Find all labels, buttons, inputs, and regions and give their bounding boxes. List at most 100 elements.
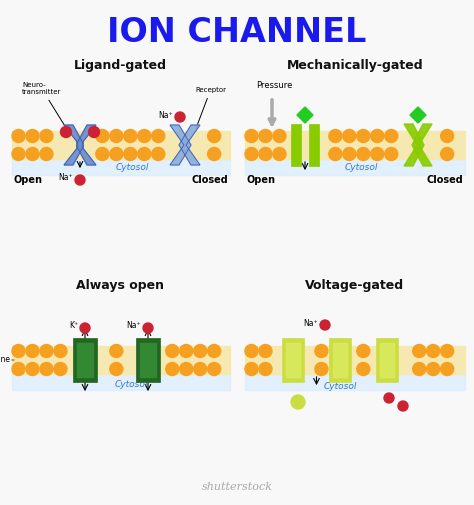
Circle shape — [357, 363, 370, 376]
Circle shape — [208, 344, 221, 358]
Circle shape — [166, 344, 179, 358]
Circle shape — [371, 147, 384, 161]
Circle shape — [273, 147, 286, 161]
Bar — [245, 131, 465, 159]
Circle shape — [54, 344, 67, 358]
Circle shape — [259, 129, 272, 142]
Circle shape — [245, 363, 258, 376]
Circle shape — [315, 363, 328, 376]
Polygon shape — [170, 125, 191, 165]
Circle shape — [180, 363, 193, 376]
Bar — [12, 131, 230, 159]
Circle shape — [441, 363, 454, 376]
Circle shape — [54, 363, 67, 376]
Text: Cytosol: Cytosol — [323, 382, 357, 391]
Circle shape — [208, 363, 221, 376]
Text: Cytosol: Cytosol — [345, 163, 378, 172]
Circle shape — [385, 129, 398, 142]
Text: shutterstock: shutterstock — [201, 482, 273, 492]
Circle shape — [371, 129, 384, 142]
Circle shape — [110, 344, 123, 358]
Circle shape — [385, 147, 398, 161]
Circle shape — [89, 126, 100, 137]
Circle shape — [110, 129, 123, 142]
Circle shape — [152, 129, 165, 142]
Circle shape — [124, 147, 137, 161]
Text: Closed: Closed — [191, 175, 228, 185]
Circle shape — [343, 129, 356, 142]
Circle shape — [320, 320, 330, 330]
Polygon shape — [412, 124, 432, 166]
Circle shape — [398, 401, 408, 411]
Circle shape — [26, 147, 39, 161]
Circle shape — [110, 363, 123, 376]
Circle shape — [357, 344, 370, 358]
Bar — [245, 374, 465, 390]
Circle shape — [441, 147, 454, 161]
Circle shape — [40, 129, 53, 142]
Text: Ligand-gated: Ligand-gated — [73, 59, 166, 72]
Circle shape — [96, 129, 109, 142]
Bar — [286, 343, 300, 377]
Circle shape — [80, 323, 90, 333]
Text: Neuro-
transmitter: Neuro- transmitter — [22, 82, 66, 129]
Text: Always open: Always open — [76, 278, 164, 291]
Bar — [73, 338, 97, 382]
Circle shape — [40, 147, 53, 161]
Text: Open: Open — [14, 175, 43, 185]
Circle shape — [208, 147, 221, 161]
Polygon shape — [77, 125, 96, 165]
Polygon shape — [64, 125, 83, 165]
Circle shape — [357, 129, 370, 142]
Circle shape — [208, 129, 221, 142]
Bar — [140, 343, 156, 377]
Circle shape — [329, 129, 342, 142]
Bar — [291, 124, 301, 166]
Circle shape — [245, 129, 258, 142]
Text: ION CHANNEL: ION CHANNEL — [107, 17, 367, 49]
Bar — [282, 338, 304, 382]
Circle shape — [138, 129, 151, 142]
Bar — [136, 338, 160, 382]
Bar — [12, 159, 230, 175]
Text: Cytosol: Cytosol — [116, 163, 149, 172]
Circle shape — [343, 147, 356, 161]
Circle shape — [12, 147, 25, 161]
Text: Receptor: Receptor — [195, 87, 226, 128]
Text: Open: Open — [247, 175, 276, 185]
Circle shape — [427, 344, 440, 358]
Circle shape — [413, 363, 426, 376]
Bar — [245, 346, 465, 374]
Bar — [245, 159, 465, 175]
Circle shape — [245, 147, 258, 161]
Circle shape — [40, 363, 53, 376]
Circle shape — [194, 363, 207, 376]
Circle shape — [110, 147, 123, 161]
Bar — [376, 338, 398, 382]
Polygon shape — [404, 124, 424, 166]
Text: Pressure: Pressure — [256, 81, 292, 90]
Circle shape — [273, 129, 286, 142]
Text: Na⁺: Na⁺ — [158, 111, 173, 120]
Circle shape — [40, 344, 53, 358]
Text: K⁺: K⁺ — [69, 322, 78, 330]
Circle shape — [329, 147, 342, 161]
Circle shape — [384, 393, 394, 403]
Circle shape — [413, 344, 426, 358]
Bar — [12, 374, 230, 390]
Circle shape — [194, 344, 207, 358]
Bar — [12, 346, 230, 374]
Polygon shape — [179, 125, 200, 165]
Polygon shape — [410, 107, 426, 123]
Bar — [309, 124, 319, 166]
Circle shape — [315, 344, 328, 358]
Text: Na⁺: Na⁺ — [127, 322, 141, 330]
Polygon shape — [297, 107, 313, 123]
Circle shape — [124, 129, 137, 142]
Circle shape — [357, 147, 370, 161]
Circle shape — [245, 344, 258, 358]
Text: Na⁺: Na⁺ — [303, 319, 318, 328]
Circle shape — [26, 363, 39, 376]
Circle shape — [143, 323, 153, 333]
Text: Na⁺: Na⁺ — [58, 174, 73, 182]
